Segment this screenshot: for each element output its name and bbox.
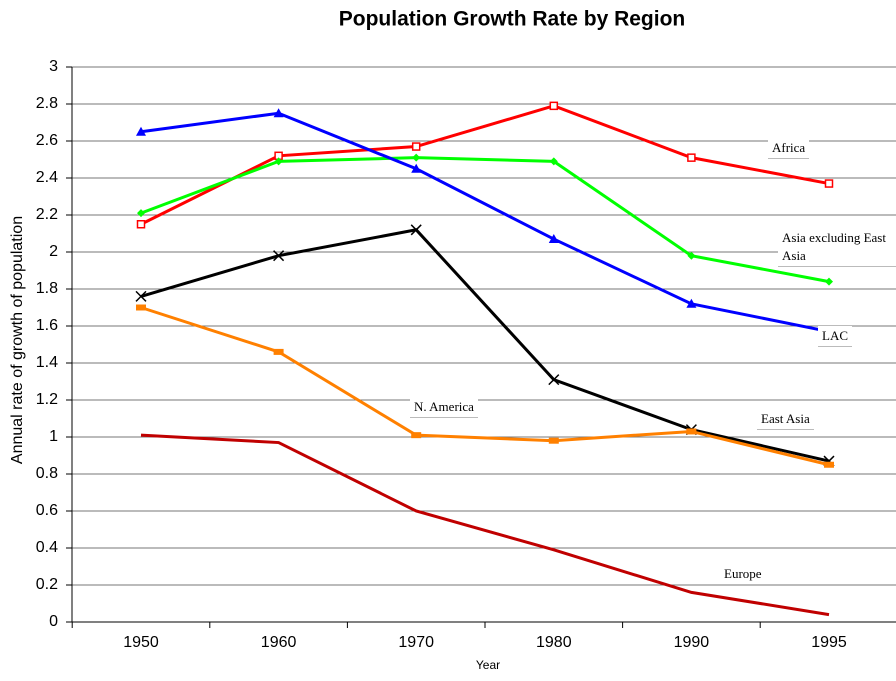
marker: [824, 461, 834, 468]
y-tick-label: 1.4: [36, 354, 58, 371]
marker: [273, 348, 284, 355]
y-tick-label: 2: [49, 243, 58, 260]
y-tick-label: 2.6: [36, 132, 58, 149]
series-line: [140, 228, 830, 463]
marker: [548, 234, 559, 244]
y-tick-label: 0.2: [36, 576, 58, 593]
marker: [136, 304, 146, 311]
series-label: N. America: [410, 397, 478, 418]
y-tick-label: 3: [49, 58, 58, 75]
marker: [412, 153, 421, 162]
marker: [686, 298, 697, 308]
marker: [549, 101, 559, 111]
marker: [273, 108, 284, 118]
marker: [411, 142, 421, 151]
marker: [411, 163, 422, 173]
y-tick-label: 2.2: [36, 206, 58, 223]
marker: [273, 250, 285, 262]
series-label: Africa: [768, 138, 810, 159]
y-axis-label: Annual rate of growth of population: [9, 216, 26, 464]
x-tick-label: 1960: [261, 634, 297, 651]
y-tick-label: 2.8: [36, 95, 58, 112]
series-line: [140, 156, 830, 284]
series-line: [140, 306, 830, 467]
y-tick-label: 1.6: [36, 317, 58, 334]
marker: [136, 126, 146, 136]
x-tick-label: 1950: [123, 634, 159, 651]
x-tick-label: 1990: [674, 634, 710, 651]
series-label: Asia excluding East Asia: [778, 228, 896, 267]
y-tick-label: 2.4: [36, 169, 58, 186]
series-line: [140, 104, 830, 226]
marker: [274, 157, 283, 166]
marker: [687, 251, 696, 260]
marker: [135, 290, 147, 302]
marker: [136, 220, 146, 229]
y-tick-label: 1.2: [36, 391, 58, 408]
series-label: Europe: [720, 564, 766, 585]
series-line: [140, 433, 830, 617]
chart-title: Population Growth Rate by Region: [339, 8, 686, 31]
marker: [137, 209, 145, 218]
x-tick-label: 1995: [811, 634, 847, 651]
y-tick-label: 1.8: [36, 280, 58, 297]
marker: [549, 157, 558, 166]
marker: [548, 374, 560, 386]
y-tick-label: 1: [49, 428, 58, 445]
x-axis-label: Year: [476, 658, 500, 672]
marker: [687, 153, 696, 162]
series-label: LAC: [818, 326, 852, 347]
y-tick-label: 0.6: [36, 502, 58, 519]
x-tick-label: 1980: [536, 634, 572, 651]
marker: [825, 277, 833, 286]
marker: [824, 179, 834, 188]
x-tick-label: 1970: [398, 634, 434, 651]
series-label: East Asia: [757, 409, 814, 430]
marker: [411, 432, 422, 439]
y-tick-label: 0: [49, 613, 58, 630]
marker: [686, 428, 697, 435]
y-tick-label: 0.4: [36, 539, 58, 556]
marker: [410, 224, 422, 236]
y-tick-label: 0.8: [36, 465, 58, 482]
marker: [548, 437, 559, 444]
series-line: [140, 111, 830, 334]
